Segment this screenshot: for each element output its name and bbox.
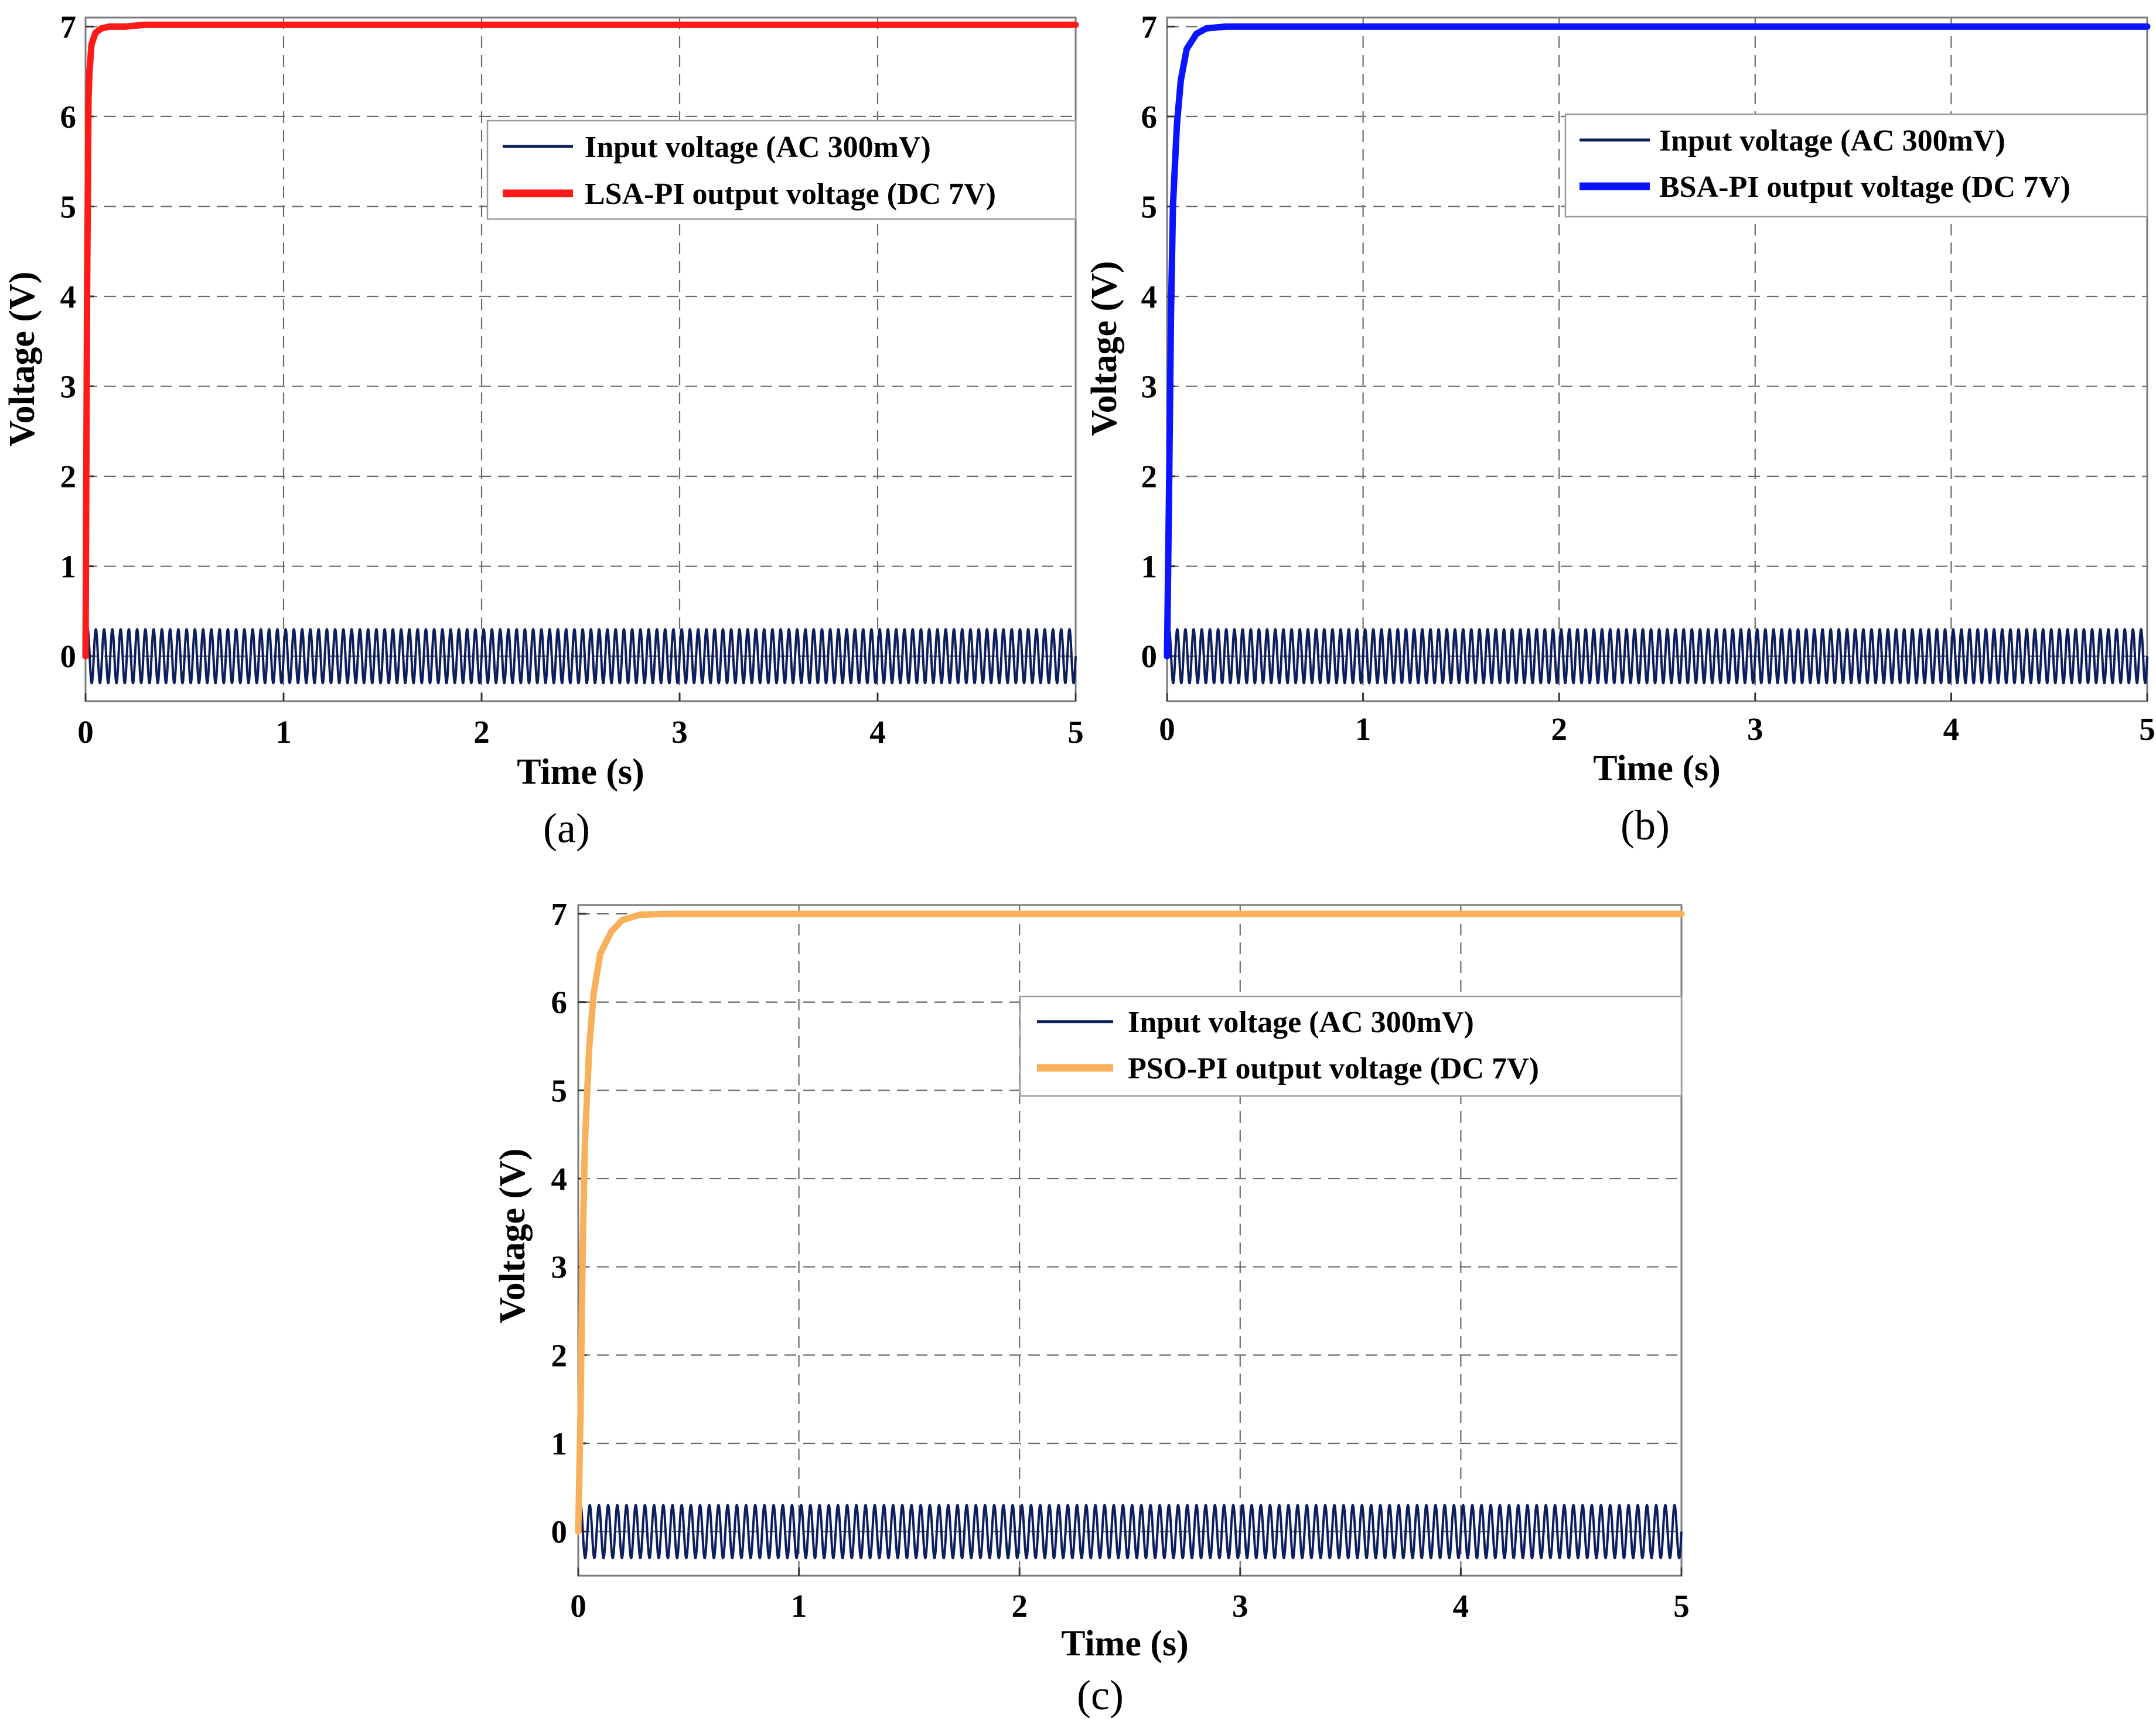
y-tick-label: 0	[1141, 638, 1158, 674]
series-line-output-voltage	[82, 21, 1079, 660]
y-axis-title: Voltage (V)	[493, 1148, 533, 1323]
x-tick-label: 0	[77, 714, 94, 750]
y-tick-label: 3	[551, 1249, 568, 1285]
y-tick-label: 6	[1141, 99, 1158, 135]
legend-box	[486, 119, 1077, 220]
x-tick-labels: 0 1 2 3 4 5	[77, 714, 1084, 750]
y-tick-label: 2	[551, 1337, 568, 1373]
series-line-output-voltage	[1164, 23, 2151, 660]
x-tick-label: 3	[671, 714, 688, 750]
panel-caption: (a)	[543, 805, 590, 852]
x-axis-title: Time (s)	[1593, 749, 1721, 788]
series-line-output-voltage	[575, 910, 1685, 1535]
x-tick-label: 5	[1673, 1588, 1690, 1624]
y-tick-label: 6	[60, 99, 77, 135]
y-tick-label: 2	[1141, 459, 1158, 494]
x-tick-label: 4	[869, 714, 886, 750]
series-line-input-voltage	[577, 1504, 1683, 1559]
legend-label-output: BSA-PI output voltage (DC 7V)	[1659, 170, 2070, 204]
legend-box	[1564, 113, 2148, 218]
panel-caption: (c)	[1077, 1672, 1124, 1719]
legend-label-input: Input voltage (AC 300mV)	[1659, 124, 2005, 158]
plot-frame	[577, 904, 1683, 1577]
x-tick-label: 1	[1355, 711, 1372, 747]
x-tick-label: 3	[1747, 711, 1763, 747]
series-line-input-voltage	[1166, 628, 2148, 685]
series-line-input-voltage	[84, 628, 1077, 685]
y-tick-label: 5	[551, 1073, 568, 1108]
y-tick-labels: 0 1 2 3 4 5 6 7	[60, 9, 77, 674]
x-tick-label: 4	[1453, 1588, 1469, 1624]
legend: Input voltage (AC 300mV) BSA-PI output v…	[1564, 113, 2148, 218]
y-tick-label: 1	[60, 549, 77, 585]
y-axis-title: Voltage (V)	[2, 271, 42, 446]
x-tick-label: 3	[1232, 1588, 1248, 1624]
x-tick-label: 0	[1159, 711, 1175, 747]
x-tick-labels: 0 1 2 3 4 5	[570, 1588, 1690, 1624]
chart-panel-c: 0 1 2 3 4 5 0 1 2 3 4 5 6 7 Input voltag…	[493, 896, 1690, 1719]
chart-panel-a: 0 1 2 3 4 5 0 1 2 3 4 5 6 7 Input voltag…	[2, 9, 1084, 852]
y-tick-label: 7	[1141, 9, 1158, 45]
x-axis-title: Time (s)	[517, 752, 644, 792]
x-tick-label: 1	[791, 1588, 807, 1624]
x-axis-title: Time (s)	[1061, 1624, 1189, 1664]
y-tick-label: 2	[60, 459, 77, 494]
legend-box	[1019, 995, 1683, 1097]
y-tick-label: 1	[551, 1426, 568, 1462]
x-tick-label: 2	[1011, 1588, 1028, 1624]
plot-frame	[1166, 16, 2148, 702]
y-tick-label: 6	[551, 985, 568, 1020]
y-tick-labels: 0 1 2 3 4 5 6 7	[551, 896, 568, 1550]
legend-label-output: LSA-PI output voltage (DC 7V)	[585, 177, 996, 211]
y-axis-title: Voltage (V)	[1084, 261, 1124, 436]
y-tick-label: 4	[60, 279, 77, 315]
y-tick-label: 0	[60, 638, 77, 674]
legend: Input voltage (AC 300mV) PSO-PI output v…	[1019, 995, 1683, 1097]
y-tick-label: 7	[60, 9, 77, 45]
y-tick-label: 3	[60, 369, 77, 405]
x-tick-label: 0	[570, 1588, 586, 1624]
y-tick-labels: 0 1 2 3 4 5 6 7	[1141, 9, 1158, 674]
chart-panel-b: 0 1 2 3 4 5 0 1 2 3 4 5 6 7 Input voltag…	[1084, 9, 2155, 849]
y-tick-label: 4	[551, 1161, 568, 1197]
legend-label-input: Input voltage (AC 300mV)	[585, 131, 931, 164]
x-tick-label: 5	[1067, 714, 1084, 750]
y-tick-label: 5	[60, 189, 77, 224]
y-tick-label: 3	[1141, 369, 1158, 405]
x-tick-labels: 0 1 2 3 4 5	[1159, 711, 2155, 747]
x-tick-label: 2	[473, 714, 490, 750]
legend: Input voltage (AC 300mV) LSA-PI output v…	[486, 119, 1077, 220]
y-tick-label: 0	[551, 1514, 568, 1550]
panel-caption: (b)	[1621, 802, 1670, 849]
x-tick-label: 5	[2139, 711, 2155, 747]
legend-label-input: Input voltage (AC 300mV)	[1128, 1006, 1474, 1039]
y-tick-label: 5	[1141, 189, 1158, 224]
x-tick-label: 2	[1551, 711, 1567, 747]
y-tick-label: 7	[551, 896, 568, 932]
legend-label-output: PSO-PI output voltage (DC 7V)	[1128, 1052, 1539, 1085]
x-tick-label: 1	[275, 714, 292, 750]
x-tick-label: 4	[1943, 711, 1960, 747]
y-tick-label: 1	[1141, 549, 1158, 585]
y-tick-label: 4	[1141, 279, 1158, 315]
